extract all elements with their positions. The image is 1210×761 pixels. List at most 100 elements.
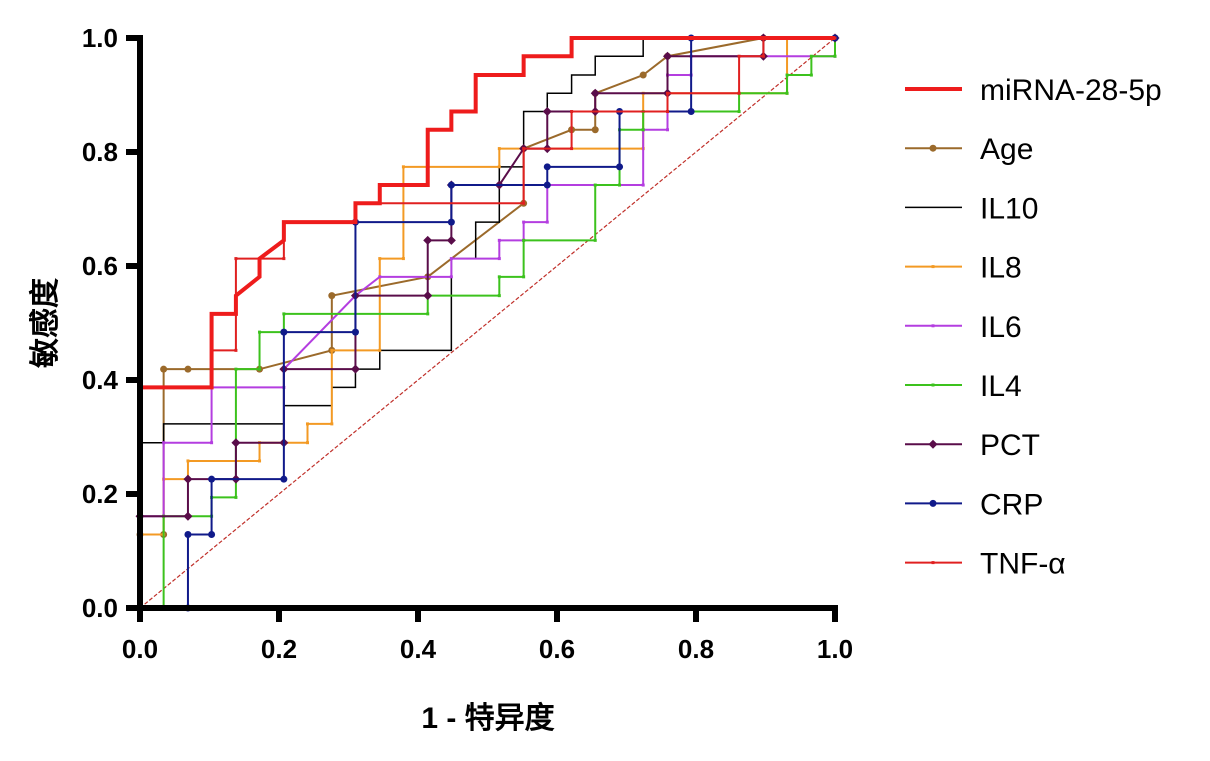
data-point (208, 475, 216, 483)
data-point (280, 475, 288, 483)
data-point (401, 165, 405, 169)
y-tick-label: 0.2 (82, 479, 118, 509)
legend-marker (931, 324, 935, 328)
axes: 0.0 0.2 0.4 0.6 0.8 1.0 0.0 0.2 0.4 0.6 0.8 1.0 (82, 23, 853, 664)
data-point (231, 438, 241, 448)
series-line (138, 36, 835, 608)
data-point (351, 328, 359, 336)
data-point (497, 257, 501, 261)
data-point (593, 183, 597, 187)
data-point (350, 364, 360, 374)
data-point (328, 292, 336, 300)
x-tick-label: 0.4 (400, 634, 437, 664)
data-point (833, 54, 837, 58)
x-axis-label: 1 - 特异度 (421, 702, 554, 735)
data-point (522, 201, 526, 205)
data-point (809, 73, 813, 77)
data-point (809, 54, 813, 58)
series-age (136, 34, 839, 612)
data-point (522, 238, 526, 242)
y-tick-label: 0.4 (82, 365, 119, 395)
data-point (305, 441, 309, 445)
data-point (522, 275, 526, 279)
plot-area (135, 33, 840, 613)
data-point (423, 291, 433, 301)
y-tick-label: 0.0 (82, 593, 118, 623)
series-crp (136, 34, 839, 612)
legend-label: IL8 (980, 252, 1022, 285)
data-point (423, 235, 433, 245)
legend-marker (928, 439, 938, 449)
legend-item: IL4 (905, 370, 1022, 403)
y-tick-label: 0.6 (82, 251, 118, 281)
data-point (737, 91, 741, 95)
data-point (687, 108, 695, 116)
data-point (305, 422, 309, 426)
data-point (208, 530, 216, 538)
x-tick-label: 0.8 (678, 634, 714, 664)
data-point (258, 459, 262, 463)
data-point (641, 128, 645, 132)
legend-item: TNF-α (905, 548, 1066, 581)
data-point (593, 238, 597, 242)
data-point (616, 163, 624, 171)
legend-item: Age (905, 133, 1033, 166)
data-point (330, 422, 334, 426)
data-point (522, 147, 526, 151)
data-point (446, 235, 456, 245)
data-point (666, 128, 670, 132)
data-point (666, 110, 670, 114)
legend-label: IL4 (980, 370, 1022, 403)
data-point (378, 257, 382, 261)
data-point (570, 147, 574, 151)
legend-marker (931, 383, 935, 387)
data-point (258, 330, 262, 334)
data-point (785, 73, 789, 77)
data-point (737, 110, 741, 114)
data-point (447, 218, 455, 226)
data-point (618, 183, 622, 187)
legend-label: PCT (980, 429, 1040, 462)
legend: miRNA-28-5p Age IL10 IL8 IL6 IL4 PCT CRP TNF-α (905, 74, 1162, 581)
data-point (591, 126, 599, 134)
data-point (641, 183, 645, 187)
data-point (184, 365, 192, 373)
reference-line (139, 37, 836, 609)
legend-item: PCT (905, 429, 1040, 462)
data-point (447, 181, 455, 189)
x-tick-label: 1.0 (817, 634, 853, 664)
data-point (162, 441, 166, 445)
x-tick-label: 0.0 (122, 634, 158, 664)
data-point (184, 530, 192, 538)
series-mirna-28-5p (138, 36, 835, 608)
data-point (497, 165, 501, 169)
legend-label: Age (980, 133, 1033, 166)
data-point (449, 275, 453, 279)
data-point (570, 110, 574, 114)
legend-marker (931, 561, 935, 565)
legend-marker (929, 499, 937, 507)
data-point (401, 257, 405, 261)
x-tick-label: 0.6 (539, 634, 575, 664)
legend-label: CRP (980, 488, 1043, 521)
data-point (378, 348, 382, 352)
data-point (663, 51, 673, 61)
data-point (639, 71, 647, 79)
legend-item: miRNA-28-5p (905, 74, 1162, 107)
y-axis-label: 敏感度 (29, 278, 62, 368)
data-point (761, 54, 765, 58)
data-point (210, 441, 214, 445)
data-point (183, 511, 193, 521)
legend-item: IL8 (905, 252, 1022, 285)
data-point (186, 459, 190, 463)
data-point (543, 181, 551, 189)
legend-marker (929, 144, 937, 152)
data-point (497, 238, 501, 242)
data-point (160, 365, 168, 373)
data-point (449, 257, 453, 261)
data-point (330, 348, 334, 352)
data-point (234, 348, 238, 352)
data-point (497, 275, 501, 279)
data-point (234, 367, 238, 371)
